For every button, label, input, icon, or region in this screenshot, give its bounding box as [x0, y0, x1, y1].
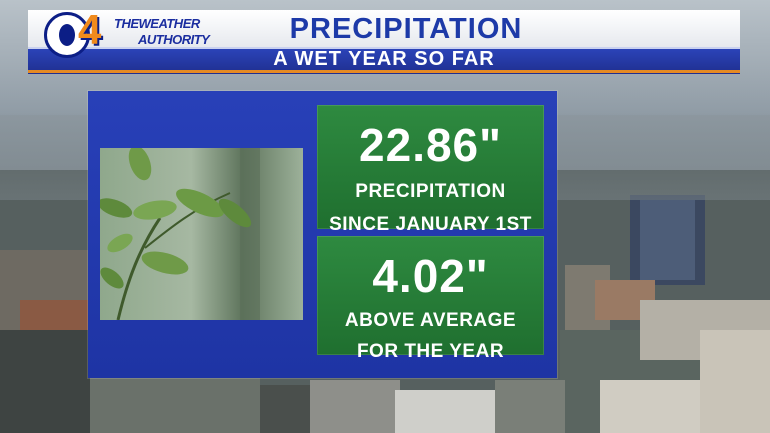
station-logo: 4 THEWEATHER AUTHORITY [44, 6, 244, 58]
stat-value: 22.86" [359, 119, 502, 171]
stat-card-above-average: 4.02" ABOVE AVERAGE FOR THE YEAR [317, 236, 544, 362]
rain-leaves-illustration [100, 148, 303, 320]
header-accent-line [28, 70, 740, 73]
logo-text-line2: AUTHORITY [138, 32, 210, 47]
page-subtitle: A WET YEAR SO FAR [273, 48, 495, 70]
cbs-eye-icon [44, 12, 90, 58]
stat-label-line2: FOR THE YEAR [356, 341, 505, 362]
stat-label-line2: SINCE JANUARY 1ST [329, 214, 532, 235]
header-subtitle-bar [28, 47, 740, 74]
logo-number: 4 [78, 6, 101, 53]
header-banner: 4 THEWEATHER AUTHORITY PRECIPITATION A W… [0, 0, 770, 74]
page-title: PRECIPITATION [289, 13, 523, 45]
stat-label-line1: PRECIPITATION [355, 181, 506, 202]
stat-value: 4.02" [372, 250, 489, 302]
stat-label-line1: ABOVE AVERAGE [344, 310, 517, 331]
logo-text-line1: THEWEATHER [114, 16, 200, 31]
rain-leaves-photo [100, 148, 303, 320]
header-title-bar [28, 10, 740, 47]
stat-card-total-precipitation: 22.86" PRECIPITATION SINCE JANUARY 1ST [317, 105, 544, 235]
